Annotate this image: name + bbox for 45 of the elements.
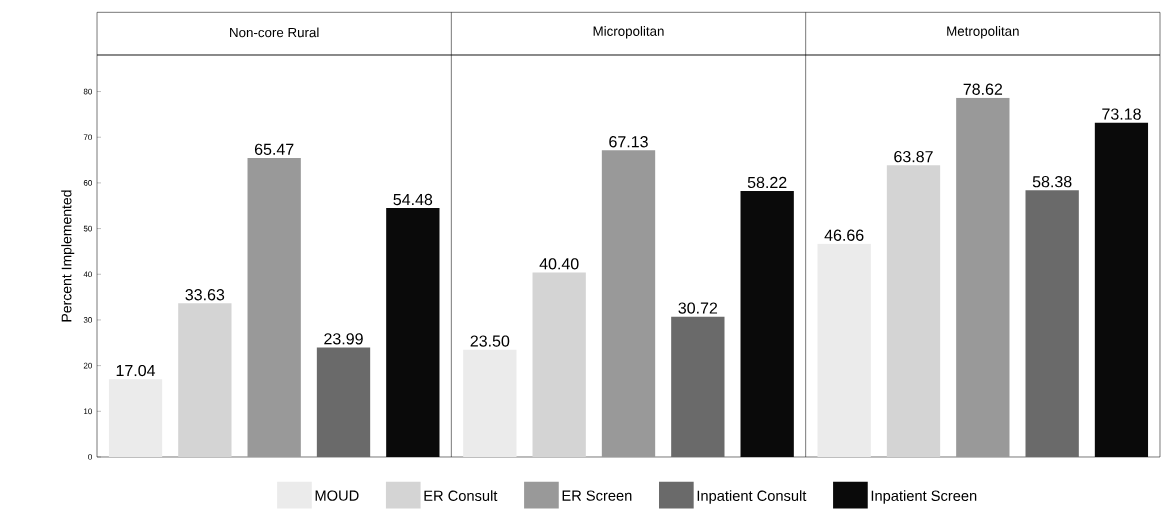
y-axis-title: Percent Implemented <box>61 190 75 322</box>
data-label: 63.87 <box>894 150 933 163</box>
y-tick-label: 10 <box>84 408 92 415</box>
bar <box>247 157 301 457</box>
x-tick-label: Metropolitan <box>947 26 1019 39</box>
bar <box>532 272 586 457</box>
bar <box>671 316 725 457</box>
legend-label: ER Consult <box>424 490 498 501</box>
y-tick-label: 0 <box>88 454 92 460</box>
bar <box>178 303 232 457</box>
data-label: 58.22 <box>747 176 787 189</box>
data-label: 67.13 <box>609 136 648 148</box>
bar <box>1025 190 1079 457</box>
legend-label: Inpatient Screen <box>871 490 977 504</box>
legend-label: MOUD <box>315 490 359 501</box>
bar <box>463 349 517 457</box>
data-label: 78.62 <box>963 83 1003 95</box>
bar <box>108 379 163 457</box>
x-tick-label: Non-core Rural <box>230 27 319 38</box>
y-tick-label: 50 <box>83 225 92 232</box>
data-label: 54.48 <box>393 193 433 206</box>
legend-label: ER Screen <box>562 490 632 501</box>
y-tick-label: 40 <box>83 271 92 278</box>
y-tick-label: 20 <box>83 362 92 369</box>
legend-label: Inpatient Consult <box>697 490 807 504</box>
data-label: 23.50 <box>470 335 510 347</box>
data-label: 40.40 <box>539 258 579 270</box>
data-label: 73.18 <box>1102 108 1141 120</box>
bar <box>601 150 656 457</box>
bar <box>886 165 941 457</box>
y-tick-label: 80 <box>83 88 92 95</box>
bar <box>316 347 371 457</box>
y-tick-label: 70 <box>83 134 92 141</box>
data-label: 58.38 <box>1032 176 1072 188</box>
data-label: 46.66 <box>824 229 864 241</box>
y-tick-label: 60 <box>83 180 92 186</box>
y-tick-label: 30 <box>83 317 92 323</box>
data-label: 30.72 <box>678 302 718 314</box>
x-tick-label: Micropolitan <box>593 26 664 39</box>
data-label: 33.63 <box>185 289 225 301</box>
data-label: 17.04 <box>116 364 156 377</box>
data-label: 65.47 <box>254 143 294 155</box>
bar <box>817 243 871 457</box>
data-label: 23.99 <box>324 333 363 345</box>
bar <box>956 97 1010 457</box>
